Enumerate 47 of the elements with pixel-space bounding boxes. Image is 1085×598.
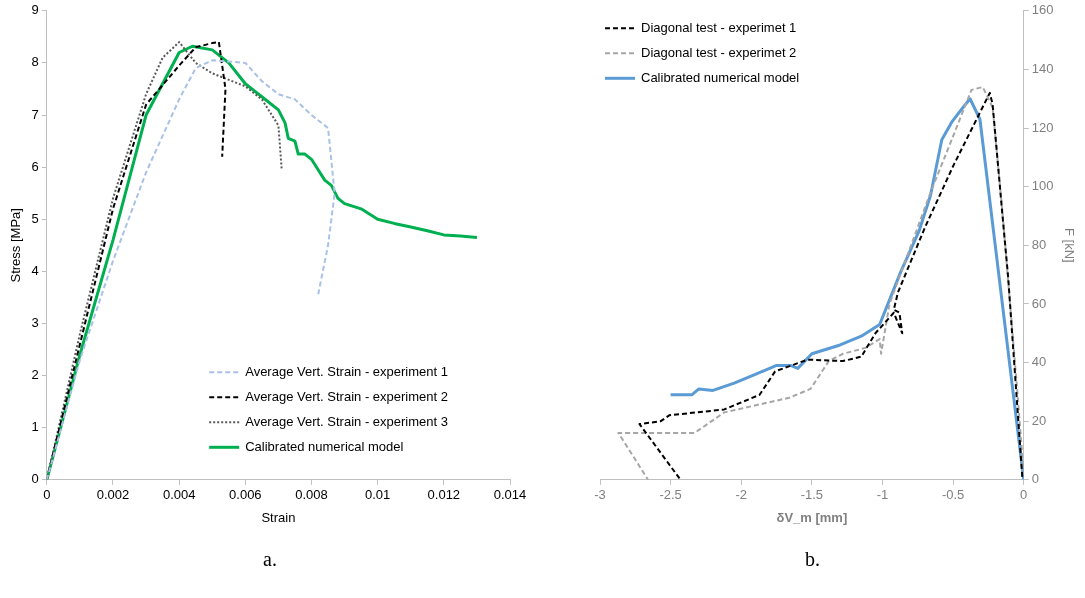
y2-tick-label: 60 <box>1031 295 1047 311</box>
legend-label: Calibrated numerical model <box>641 69 800 85</box>
x-tick-label: 0 <box>43 487 51 503</box>
y-axis-title: Stress [MPa] <box>8 208 24 283</box>
y-tick-label: 3 <box>31 315 39 331</box>
y-tick-label: 6 <box>31 158 39 174</box>
legend-label: Diagonal test - experimet 2 <box>641 44 797 60</box>
x-tick-label: 0.008 <box>295 487 328 503</box>
y2-tick-label: 40 <box>1031 354 1047 370</box>
y-tick-label: 0 <box>31 471 39 487</box>
y2-tick-label: 0 <box>1031 471 1039 487</box>
y-tick-label: 2 <box>31 367 39 383</box>
y2-tick-label: 80 <box>1031 236 1047 252</box>
y-tick-label: 8 <box>31 54 39 70</box>
x-tick-label: -0.5 <box>941 487 965 503</box>
y-tick-label: 9 <box>31 2 39 18</box>
y2-tick-label: 100 <box>1031 178 1054 194</box>
x-tick-label: -1.5 <box>800 487 824 503</box>
y2-tick-label: 120 <box>1031 119 1054 135</box>
y2-tick-label: 160 <box>1031 2 1054 18</box>
y2-tick-label: 140 <box>1031 61 1054 76</box>
legend-label: Average Vert. Strain - experiment 1 <box>245 363 448 379</box>
y-tick-label: 7 <box>31 106 39 122</box>
x-tick-label: 0.002 <box>96 487 130 503</box>
y2-axis-title: F [kN] <box>1061 227 1077 263</box>
x-tick-label: 0.006 <box>229 487 262 503</box>
x-tick-label: -2 <box>735 487 748 503</box>
y-tick-label: 4 <box>31 262 39 278</box>
legend-label: Average Vert. Strain - experiment 3 <box>245 413 448 429</box>
y2-tick-label: 20 <box>1031 412 1047 428</box>
x-tick-label: -2.5 <box>659 487 682 503</box>
text: b. <box>804 548 821 571</box>
legend-label: Diagonal test - experimet 1 <box>641 19 797 35</box>
text: a. <box>262 548 278 571</box>
x-tick-label: 0.004 <box>162 487 196 503</box>
x-tick-label: 0.01 <box>365 487 391 503</box>
x-tick-label: 0.014 <box>493 487 527 503</box>
x-axis-title: δV_m [mm] <box>776 509 848 525</box>
x-tick-label: -1 <box>876 487 889 503</box>
x-tick-label: 0.012 <box>427 487 461 503</box>
x-tick-label: 0 <box>1020 487 1028 503</box>
x-axis-title: Strain <box>261 509 296 525</box>
y-tick-label: 5 <box>31 210 39 226</box>
legend-label: Calibrated numerical model <box>245 438 404 454</box>
y-tick-label: 1 <box>31 419 39 435</box>
legend-label: Average Vert. Strain - experiment 2 <box>245 388 448 404</box>
x-tick-label: -3 <box>594 487 606 503</box>
